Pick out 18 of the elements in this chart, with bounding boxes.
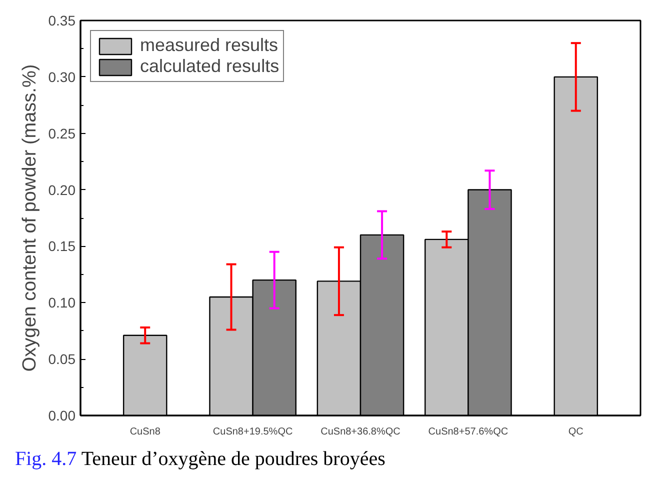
x-tick-label: CuSn8+36.8%QC bbox=[320, 426, 400, 438]
legend-label: measured results bbox=[140, 35, 278, 56]
y-tick-label: 0.10 bbox=[48, 294, 76, 311]
y-tick-label: 0.05 bbox=[48, 351, 76, 368]
x-tick-label: CuSn8 bbox=[130, 426, 161, 438]
caption: Fig. 4.7 bbox=[15, 448, 77, 470]
y-tick-label: 0.15 bbox=[48, 238, 76, 254]
x-tick-label: QC bbox=[568, 426, 584, 438]
x-tick-label: CuSn8+19.5%QC bbox=[212, 426, 293, 438]
y-tick-label: 0.35 bbox=[48, 12, 76, 28]
y-axis-title: Oxygen content of powder (mass.%) bbox=[19, 64, 40, 372]
text: Teneur d’oxygène de poudres broyées bbox=[81, 448, 386, 470]
y-tick-label: 0.25 bbox=[48, 125, 76, 142]
y-tick-label: 0.20 bbox=[48, 182, 76, 198]
legend-label: calculated results bbox=[140, 56, 280, 77]
x-tick-label: CuSn8+57.6%QC bbox=[428, 426, 508, 438]
y-tick-label: 0.30 bbox=[48, 68, 76, 85]
y-tick-label: 0.00 bbox=[48, 408, 76, 424]
